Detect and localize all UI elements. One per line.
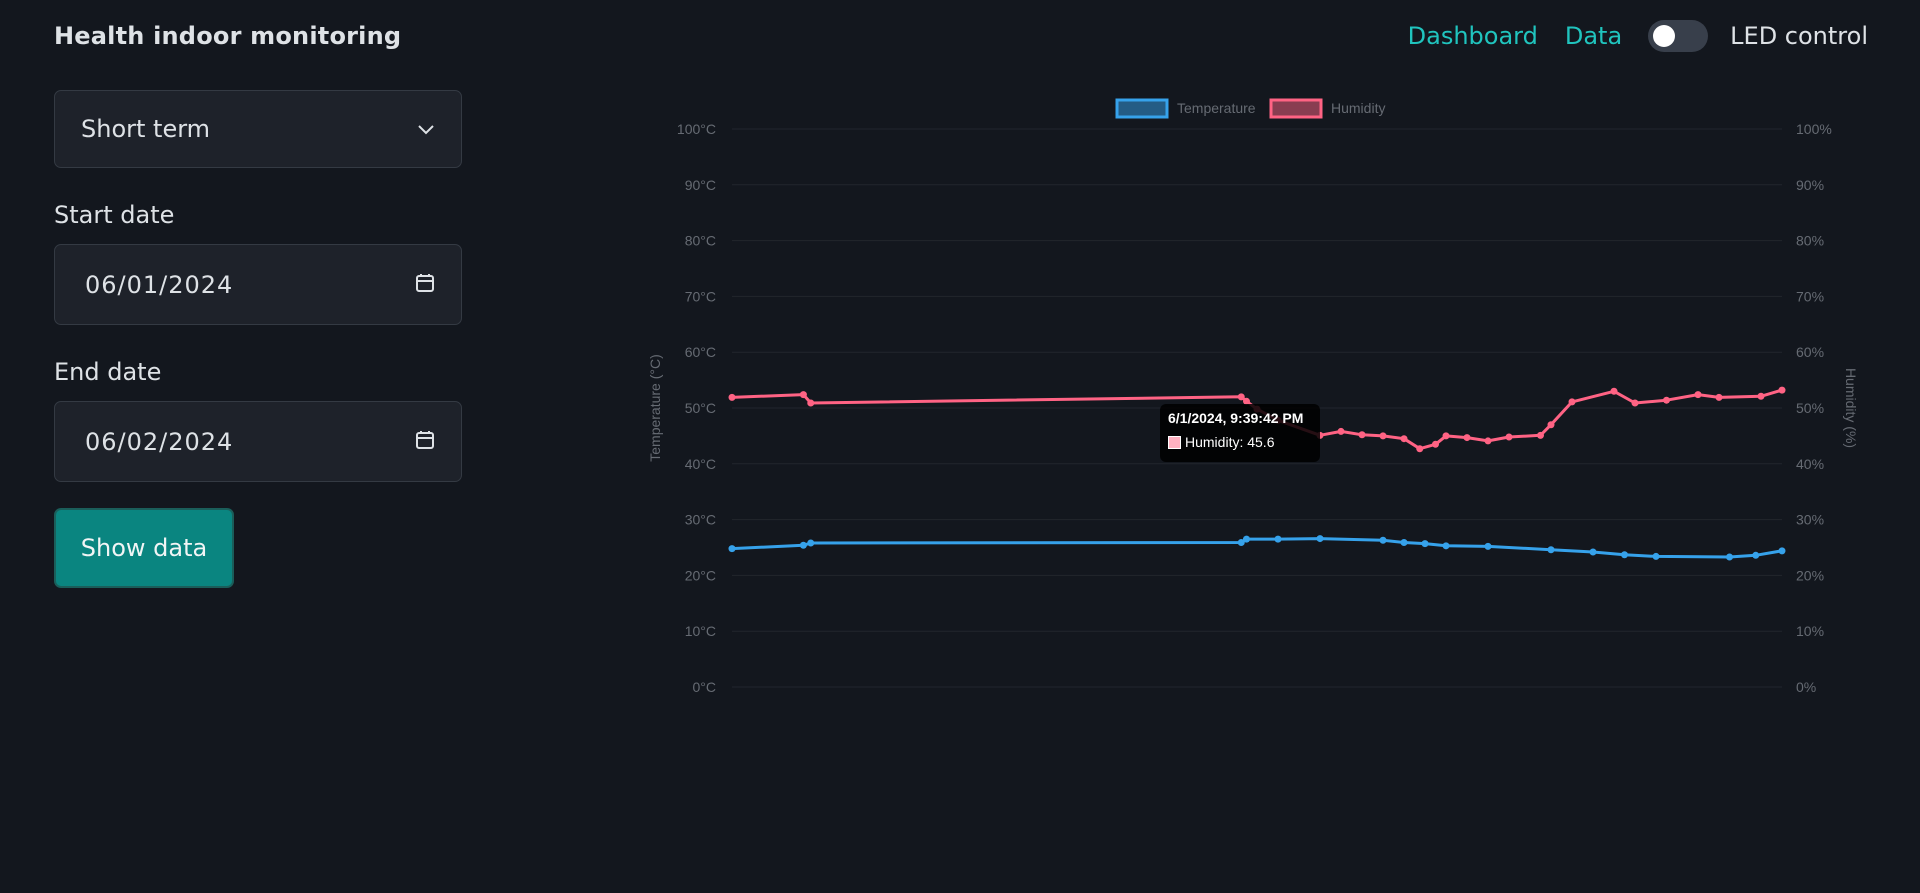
data-point-humidity bbox=[1400, 435, 1408, 443]
data-point-temperature bbox=[1752, 551, 1760, 559]
y-left-axis-title: Temperature (°C) bbox=[647, 354, 663, 462]
data-point-humidity bbox=[1610, 387, 1618, 395]
y-right-tick-label: 0% bbox=[1796, 679, 1816, 695]
range-select-value: Short term bbox=[81, 115, 211, 143]
data-point-humidity bbox=[1432, 440, 1439, 448]
data-point-temperature bbox=[807, 539, 815, 547]
data-point-temperature bbox=[1547, 546, 1555, 554]
y-right-tick-label: 30% bbox=[1796, 512, 1824, 528]
led-control-label: LED control bbox=[1730, 22, 1868, 50]
led-control: LED control bbox=[1648, 20, 1868, 52]
data-point-humidity bbox=[1337, 427, 1345, 435]
data-point-temperature bbox=[1243, 535, 1250, 543]
legend-swatch bbox=[1269, 98, 1323, 119]
y-left-tick-label: 0°C bbox=[693, 679, 717, 695]
data-point-humidity bbox=[1568, 398, 1576, 406]
data-point-humidity bbox=[1537, 431, 1544, 439]
y-left-tick-label: 30°C bbox=[685, 512, 716, 528]
data-point-humidity bbox=[1463, 434, 1471, 442]
data-point-temperature bbox=[799, 541, 807, 549]
y-left-tick-label: 40°C bbox=[685, 456, 716, 472]
data-point-humidity bbox=[1379, 432, 1387, 440]
data-point-humidity bbox=[1694, 391, 1702, 399]
data-point-temperature bbox=[1726, 553, 1733, 561]
tooltip-swatch bbox=[1168, 435, 1181, 449]
y-right-tick-label: 80% bbox=[1796, 233, 1824, 249]
data-point-temperature bbox=[1316, 535, 1324, 543]
data-point-humidity bbox=[1237, 393, 1245, 401]
end-date-value: 06/02/2024 bbox=[85, 427, 234, 456]
calendar-icon[interactable] bbox=[415, 273, 435, 297]
data-point-humidity bbox=[1778, 386, 1786, 394]
data-point-temperature bbox=[1237, 538, 1245, 546]
led-toggle[interactable] bbox=[1648, 20, 1709, 52]
data-point-humidity bbox=[1663, 396, 1670, 404]
y-right-tick-label: 100% bbox=[1796, 121, 1832, 137]
y-right-tick-label: 20% bbox=[1796, 567, 1824, 583]
data-point-humidity bbox=[1358, 431, 1366, 439]
start-date-label: Start date bbox=[54, 201, 175, 229]
y-right-tick-label: 90% bbox=[1796, 177, 1824, 193]
y-right-tick-label: 10% bbox=[1796, 623, 1824, 639]
data-point-humidity bbox=[728, 393, 736, 401]
app-title: Health indoor monitoring bbox=[54, 22, 402, 50]
data-point-humidity bbox=[1631, 399, 1639, 407]
nav-link-data[interactable]: Data bbox=[1564, 22, 1623, 50]
sidebar: Short term Start date 06/01/2024 End dat… bbox=[54, 90, 462, 588]
tooltip-title: 6/1/2024, 9:39:42 PM bbox=[1168, 410, 1304, 426]
data-point-temperature bbox=[1379, 536, 1387, 544]
chart-tooltip: 6/1/2024, 9:39:42 PM Humidity: 45.6 bbox=[1160, 404, 1320, 462]
y-left-tick-label: 70°C bbox=[685, 288, 716, 304]
y-left-tick-label: 50°C bbox=[685, 400, 716, 416]
y-right-tick-label: 70% bbox=[1796, 288, 1824, 304]
y-left-tick-label: 60°C bbox=[685, 344, 716, 360]
y-left-tick-label: 10°C bbox=[685, 623, 716, 639]
y-left-tick-label: 20°C bbox=[685, 567, 716, 583]
y-left-tick-label: 100°C bbox=[677, 121, 716, 137]
tooltip-row: Humidity: 45.6 bbox=[1168, 434, 1312, 450]
data-point-humidity bbox=[807, 399, 815, 407]
data-point-temperature bbox=[1778, 547, 1786, 555]
data-point-humidity bbox=[1547, 421, 1555, 429]
legend-label: Temperature bbox=[1177, 100, 1256, 116]
data-point-temperature bbox=[1589, 548, 1597, 556]
data-point-temperature bbox=[1484, 542, 1492, 550]
tooltip-label: Humidity: 45.6 bbox=[1185, 434, 1275, 450]
legend-label: Humidity bbox=[1331, 100, 1385, 116]
data-point-temperature bbox=[1621, 551, 1628, 559]
show-data-button[interactable]: Show data bbox=[54, 508, 234, 588]
data-point-temperature bbox=[1442, 542, 1450, 550]
data-point-humidity bbox=[1715, 393, 1723, 401]
y-right-axis-title: Humidity (%) bbox=[1843, 368, 1859, 448]
toggle-knob bbox=[1653, 25, 1676, 47]
data-point-temperature bbox=[1274, 535, 1282, 543]
data-point-temperature bbox=[1652, 552, 1660, 560]
data-point-humidity bbox=[1442, 432, 1450, 440]
data-point-humidity bbox=[799, 391, 807, 399]
end-date-input[interactable]: 06/02/2024 bbox=[54, 401, 462, 482]
nav-link-dashboard[interactable]: Dashboard bbox=[1407, 22, 1538, 50]
data-point-humidity bbox=[1243, 397, 1250, 405]
y-right-tick-label: 50% bbox=[1796, 400, 1824, 416]
legend-swatch bbox=[1115, 98, 1169, 119]
start-date-input[interactable]: 06/01/2024 bbox=[54, 244, 462, 325]
data-point-temperature bbox=[1400, 538, 1408, 546]
top-nav: Dashboard Data LED control bbox=[1408, 20, 1868, 52]
data-point-humidity bbox=[1505, 433, 1513, 441]
data-point-humidity bbox=[1757, 392, 1765, 400]
calendar-icon[interactable] bbox=[415, 430, 435, 454]
y-right-tick-label: 40% bbox=[1796, 456, 1824, 472]
y-left-tick-label: 80°C bbox=[685, 233, 716, 249]
range-select[interactable]: Short term bbox=[54, 90, 462, 168]
data-point-temperature bbox=[1421, 540, 1429, 548]
y-right-tick-label: 60% bbox=[1796, 344, 1824, 360]
chevron-down-icon bbox=[417, 120, 435, 139]
y-left-tick-label: 90°C bbox=[685, 177, 716, 193]
data-point-humidity bbox=[1484, 437, 1492, 445]
start-date-value: 06/01/2024 bbox=[85, 270, 234, 299]
data-point-humidity bbox=[1416, 445, 1424, 453]
data-point-temperature bbox=[728, 545, 736, 553]
end-date-label: End date bbox=[54, 358, 162, 386]
